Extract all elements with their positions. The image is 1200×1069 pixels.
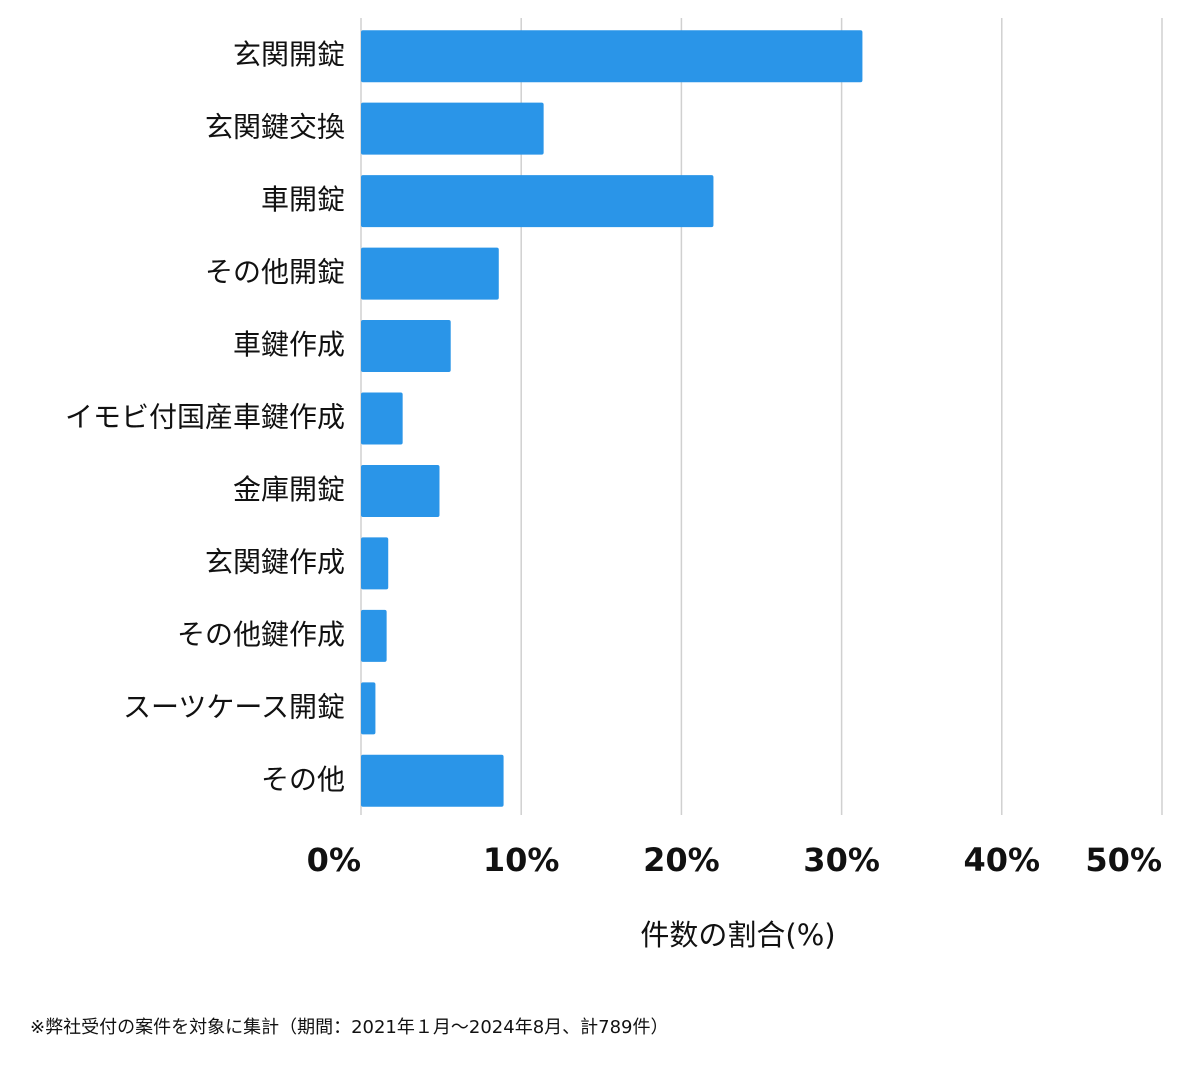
x-axis-label: 件数の割合(%) [640,918,835,952]
bar [361,754,504,807]
y-tick-label: イモビ付国産車鍵作成 [65,401,345,434]
y-tick-label: スーツケース開錠 [123,690,345,723]
x-tick-label: 40% [964,841,1041,879]
y-tick-label: 玄関開錠 [233,38,345,71]
bar [361,247,499,300]
bar [361,464,440,517]
x-tick-label: 10% [483,841,560,879]
x-tick-label: 50% [1085,841,1162,879]
y-tick-label: 金庫開錠 [233,473,345,506]
y-tick-label: その他 [261,763,345,796]
y-tick-label: 車鍵作成 [233,328,345,361]
bar [361,609,387,662]
bar [361,102,544,155]
bar [361,320,451,373]
x-tick-label: 0% [307,841,361,879]
y-tick-label: 玄関鍵作成 [205,545,345,578]
footnote: ※弊社受付の案件を対象に集計（期間：2021年１月～2024年8月、計789件） [30,1017,669,1038]
x-tick-label: 20% [643,841,720,879]
bar [361,537,389,590]
bar [361,392,403,445]
bar [361,682,376,735]
y-tick-label: 玄関鍵交換 [205,111,345,144]
x-tick-label: 30% [803,841,880,879]
bar [361,30,863,83]
y-tick-label: 車開錠 [261,183,345,216]
y-tick-label: その他開錠 [205,256,345,289]
bar [361,175,714,228]
y-tick-label: その他鍵作成 [177,618,345,651]
